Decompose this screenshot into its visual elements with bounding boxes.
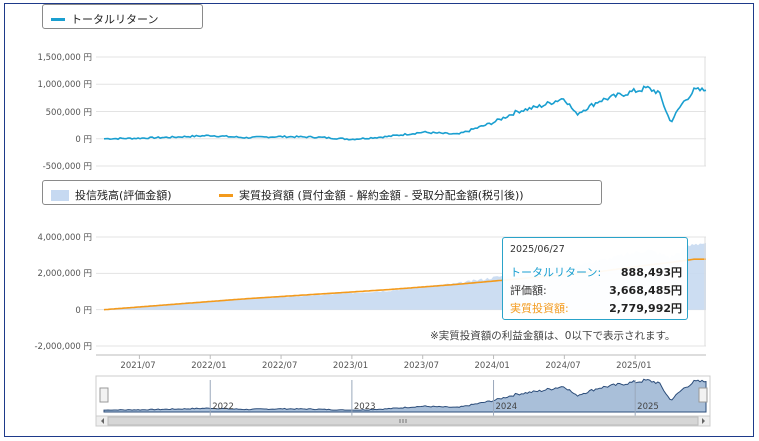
tooltip-value: 888,493円 (620, 266, 682, 279)
area-swatch-icon (51, 189, 69, 201)
tooltip-label: 評価額: (510, 284, 547, 297)
navigator-label: 2025 (637, 402, 659, 412)
legend-item-invested[interactable]: 実質投資額 (買付金額 - 解約金額 - 受取分配金額(税引後)) (219, 187, 524, 203)
x-tick-label: 2022/01 (191, 361, 227, 371)
line-swatch-icon (51, 17, 65, 21)
legend-item-total-return[interactable]: トータルリターン (51, 11, 158, 27)
navigator-right-handle-icon[interactable] (698, 387, 708, 403)
navigator-left-handle-icon[interactable] (99, 387, 109, 403)
y-tick-label: -2,000,000 円 (34, 342, 92, 352)
tooltip-value: 3,668,485円 (609, 284, 682, 297)
x-tick-label: 2024/07 (545, 361, 581, 371)
y-tick-label: -500,000 円 (42, 162, 92, 172)
tooltip-row-invested: 実質投資額: 2,779,992円 (510, 300, 682, 316)
tooltip-row-total-return: トータルリターン: 888,493円 (510, 264, 682, 280)
y-tick-label: 500,000 円 (45, 107, 92, 118)
navigator-area (103, 378, 707, 413)
tooltip-date: 2025/06/27 (510, 244, 565, 255)
footnote: ※実質投資額の利益金額は、0以下で表示されます。 (430, 330, 676, 342)
y-tick-label: 4,000,000 円 (37, 233, 92, 243)
scroll-right-arrow-icon[interactable] (702, 418, 705, 424)
legend-label-total-return: トータルリターン (71, 13, 159, 26)
legend-label-balance: 投信残高(評価金額) (75, 189, 172, 202)
total-return-line (103, 85, 707, 141)
legend-label-invested: 実質投資額 (買付金額 - 解約金額 - 受取分配金額(税引後)) (239, 189, 524, 202)
legend-item-balance[interactable]: 投信残高(評価金額) (51, 187, 172, 203)
tooltip-label: トータルリターン: (510, 266, 602, 279)
x-tick-label: 2023/07 (403, 361, 440, 371)
scrollbar-grip-icon (399, 419, 407, 423)
x-tick-label: 2021/07 (120, 361, 156, 371)
x-tick-label: 2025/01 (616, 361, 652, 371)
tooltip-label: 実質投資額: (510, 302, 569, 315)
tooltip-row-valuation: 評価額: 3,668,485円 (510, 282, 682, 298)
y-tick-label: 1,000,000 円 (37, 80, 92, 91)
tooltip-value: 2,779,992円 (609, 302, 682, 315)
y-tick-label: 2,000,000 円 (37, 269, 92, 280)
navigator-label: 2022 (212, 402, 234, 412)
x-tick-label: 2023/01 (332, 361, 369, 371)
top-legend[interactable]: トータルリターン (42, 4, 203, 29)
scroll-left-arrow-icon[interactable] (101, 418, 104, 424)
tooltip: 2025/06/27 トータルリターン: 888,493円 評価額: 3,668… (502, 237, 688, 320)
x-tick-label: 2024/01 (474, 361, 510, 371)
navigator-label: 2024 (495, 402, 518, 412)
line-swatch-icon (219, 193, 233, 197)
y-tick-label: 0 円 (75, 134, 92, 145)
navigator-label: 2023 (353, 402, 376, 412)
chart-frame (4, 3, 754, 437)
y-tick-label: 1,500,000 円 (37, 53, 92, 63)
bottom-legend[interactable]: 投信残高(評価金額) 実質投資額 (買付金額 - 解約金額 - 受取分配金額(税… (42, 180, 602, 205)
x-tick-label: 2022/07 (262, 361, 298, 371)
y-tick-label: 0 円 (75, 305, 92, 316)
